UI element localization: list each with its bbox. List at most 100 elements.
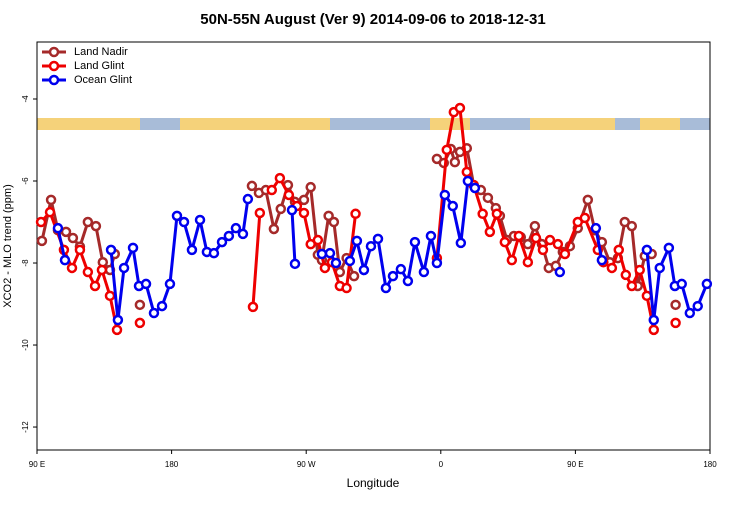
y-tick-label: -6 bbox=[21, 177, 30, 185]
data-point bbox=[171, 210, 183, 222]
data-point bbox=[626, 280, 638, 292]
data-point bbox=[530, 232, 542, 244]
data-point bbox=[439, 189, 451, 201]
data-point bbox=[186, 244, 198, 256]
data-point bbox=[522, 256, 534, 268]
data-point bbox=[670, 317, 681, 329]
legend-marker bbox=[48, 74, 60, 86]
data-point bbox=[477, 208, 488, 220]
land-ocean-strip bbox=[37, 118, 710, 130]
y-axis-label: XCO2 - MLO trend (ppm) bbox=[2, 184, 14, 307]
data-point bbox=[242, 193, 254, 205]
data-point bbox=[59, 254, 71, 266]
data-point bbox=[387, 270, 399, 282]
data-point bbox=[35, 216, 47, 228]
data-point bbox=[230, 222, 242, 234]
data-point bbox=[425, 230, 437, 242]
data-point bbox=[111, 324, 123, 336]
data-point bbox=[484, 226, 496, 238]
data-point bbox=[344, 255, 356, 267]
data-point bbox=[348, 270, 360, 282]
data-point bbox=[469, 182, 481, 194]
data-point bbox=[499, 236, 511, 248]
data-point bbox=[45, 194, 57, 206]
data-point bbox=[648, 324, 660, 336]
data-point bbox=[194, 214, 206, 226]
data-point bbox=[684, 307, 696, 319]
data-point bbox=[52, 222, 64, 234]
data-point bbox=[559, 248, 571, 260]
data-point bbox=[67, 232, 79, 244]
data-point bbox=[341, 282, 352, 294]
data-point bbox=[266, 184, 278, 196]
data-point bbox=[670, 299, 681, 311]
data-point bbox=[223, 230, 235, 242]
data-point bbox=[82, 216, 94, 228]
data-point bbox=[641, 244, 653, 256]
data-point bbox=[626, 220, 638, 232]
data-point bbox=[491, 208, 503, 220]
data-point bbox=[409, 236, 421, 248]
data-point bbox=[462, 175, 474, 187]
y-tick-label: -12 bbox=[21, 421, 30, 433]
plot-frame bbox=[36, 41, 711, 451]
legend-label: Land Glint bbox=[74, 60, 124, 72]
data-point bbox=[275, 203, 287, 215]
data-point bbox=[36, 235, 48, 247]
data-point bbox=[522, 238, 534, 250]
legend-label: Land Nadir bbox=[74, 46, 128, 58]
data-point bbox=[506, 254, 518, 266]
data-point bbox=[237, 228, 249, 240]
legend-marker bbox=[48, 60, 60, 72]
data-point bbox=[60, 226, 72, 238]
data-point bbox=[298, 207, 310, 219]
data-point bbox=[324, 247, 336, 259]
data-point bbox=[634, 264, 645, 276]
data-point bbox=[537, 244, 549, 256]
data-point bbox=[305, 181, 316, 193]
data-point bbox=[312, 234, 324, 246]
data-point bbox=[606, 262, 618, 274]
data-point bbox=[596, 254, 608, 266]
x-tick-label: 90 E bbox=[29, 460, 45, 469]
data-point bbox=[282, 179, 294, 191]
data-point bbox=[330, 257, 342, 269]
data-point bbox=[289, 258, 301, 270]
data-point bbox=[701, 278, 713, 290]
y-tick-label: -8 bbox=[21, 259, 30, 267]
data-point bbox=[582, 194, 594, 206]
data-point bbox=[613, 244, 625, 256]
data-point bbox=[274, 172, 286, 184]
data-point bbox=[449, 156, 461, 168]
data-point bbox=[441, 144, 453, 156]
legend-marker bbox=[48, 46, 60, 58]
data-point bbox=[178, 216, 190, 228]
data-point bbox=[316, 248, 328, 260]
data-point bbox=[156, 300, 168, 312]
x-tick-label: 90 W bbox=[297, 460, 316, 469]
data-point bbox=[447, 200, 459, 212]
data-point bbox=[455, 237, 467, 249]
x-axis-label: Longitude bbox=[347, 476, 400, 490]
data-point bbox=[351, 235, 363, 247]
data-point bbox=[268, 223, 280, 235]
data-point bbox=[431, 257, 443, 269]
data-point bbox=[112, 314, 124, 326]
data-point bbox=[579, 212, 591, 224]
data-point bbox=[140, 278, 152, 290]
data-point bbox=[82, 266, 94, 278]
data-point bbox=[692, 300, 703, 312]
data-point bbox=[358, 264, 370, 276]
data-point bbox=[350, 208, 361, 220]
data-point bbox=[148, 307, 160, 319]
data-point bbox=[208, 247, 220, 259]
data-point bbox=[216, 236, 228, 248]
x-tick-label: 90 E bbox=[567, 460, 583, 469]
data-point bbox=[254, 207, 266, 219]
data-point bbox=[134, 317, 146, 329]
x-tick-label: 180 bbox=[703, 460, 717, 469]
y-tick-label: -4 bbox=[21, 95, 30, 103]
x-tick-label: 180 bbox=[165, 460, 179, 469]
data-point bbox=[246, 180, 258, 192]
